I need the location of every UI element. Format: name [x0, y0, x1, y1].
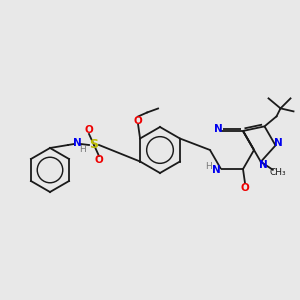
Text: N: N	[212, 165, 220, 175]
Text: N: N	[260, 160, 268, 170]
Text: N: N	[274, 138, 283, 148]
Text: H: H	[205, 162, 212, 171]
Text: O: O	[85, 125, 93, 135]
Text: O: O	[134, 116, 142, 125]
Text: O: O	[241, 183, 249, 193]
Text: H: H	[79, 145, 86, 154]
Text: CH₃: CH₃	[269, 168, 286, 177]
Text: N: N	[214, 124, 222, 134]
Text: O: O	[94, 155, 103, 165]
Text: S: S	[89, 139, 98, 152]
Text: N: N	[73, 138, 81, 148]
